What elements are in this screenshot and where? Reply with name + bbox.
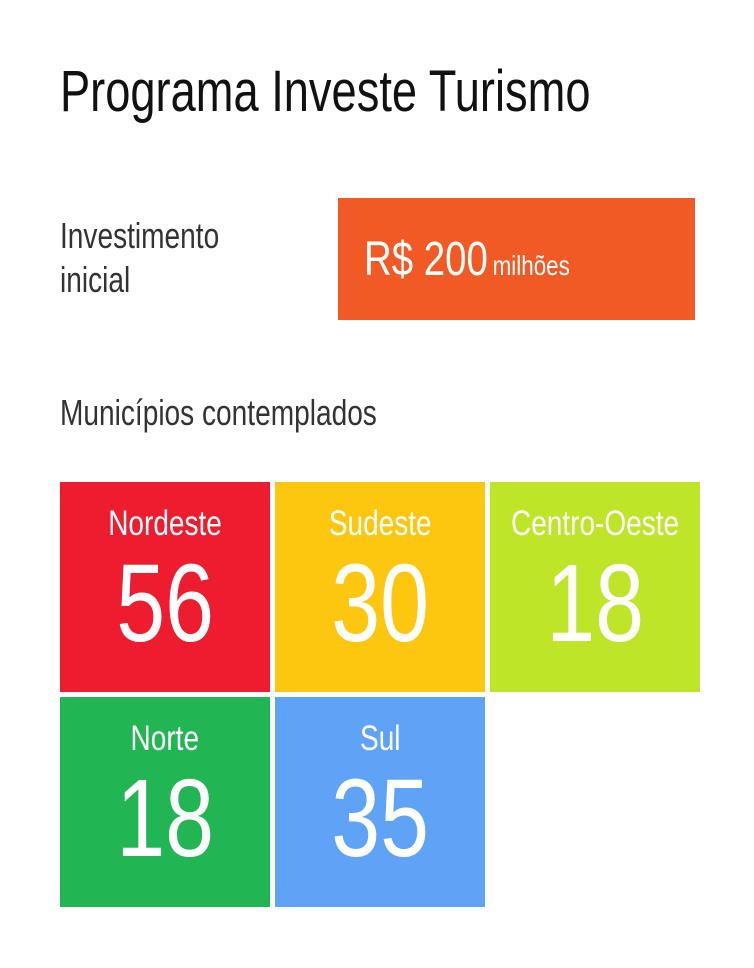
page-title: Programa Investe Turismo [60,58,740,125]
investment-value: R$ 200 [364,233,488,286]
region-count: 18 [116,757,214,880]
region-tile-centro-oeste: Centro-Oeste 18 [490,482,700,692]
region-count: 56 [116,542,214,665]
municipalities-label-text: Municípios contemplados [60,392,377,433]
region-tile-norte: Norte 18 [60,697,270,907]
region-tile-sul: Sul 35 [275,697,485,907]
region-name: Centro-Oeste [511,504,680,543]
title-text: Programa Investe Turismo [60,59,591,124]
region-name: Norte [130,719,200,758]
region-name: Sudeste [328,504,432,543]
investment-label-line1: Investimento [60,215,220,256]
region-tile-nordeste: Nordeste 56 [60,482,270,692]
investment-label-line2: inicial [60,259,131,300]
region-name: Nordeste [108,504,222,543]
investment-unit: milhões [492,250,570,281]
region-name: Sul [359,719,401,758]
region-count: 35 [331,757,429,880]
region-tile-sudeste: Sudeste 30 [275,482,485,692]
region-count: 18 [546,542,644,665]
investment-value-box: R$ 200 milhões [338,198,695,320]
investment-label: Investimento inicial [60,214,264,302]
municipalities-label: Municípios contemplados [60,392,466,434]
region-count: 30 [331,542,429,665]
